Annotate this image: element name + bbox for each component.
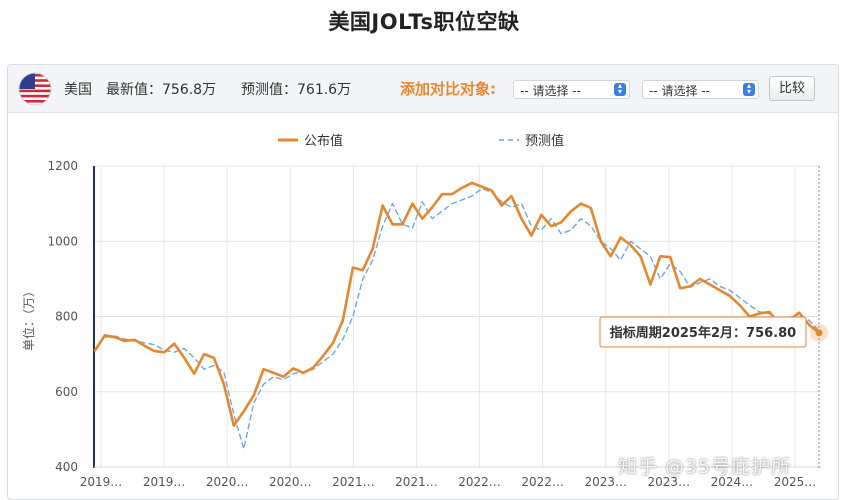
compare-button[interactable]: 比较 — [769, 76, 815, 101]
latest-number: 756.8万 — [162, 82, 217, 98]
y-tick-label: 600 — [55, 385, 78, 399]
hover-point — [810, 323, 828, 342]
tooltip-text: 指标周期2025年2月：756.80 — [610, 325, 796, 341]
y-tick-label: 800 — [55, 310, 78, 324]
page-title: 美国JOLTs职位空缺 — [328, 10, 520, 34]
forecast-number: 761.6万 — [297, 82, 352, 98]
y-ticks: 400 600 800 1000 1200 — [47, 159, 78, 474]
series-line-forecast — [104, 187, 820, 450]
x-tick-label: 2022… — [458, 475, 501, 489]
x-tick-label: 2020… — [206, 475, 249, 489]
x-tick-label: 2025… — [774, 475, 817, 489]
x-tick-label: 2023… — [648, 475, 691, 489]
chevron-updown-icon: ▴ ▾ — [614, 82, 626, 96]
toolbar: 美国 最新值：756.8万 预测值：761.6万 添加对比对象: -- 请选择 … — [8, 65, 838, 113]
legend-label-forecast: 预测值 — [525, 133, 564, 149]
x-tick-label: 2019… — [143, 475, 186, 489]
forecast-value: 预测值：761.6万 — [241, 79, 351, 99]
axes — [93, 166, 822, 468]
us-flag-icon — [18, 72, 52, 106]
compare-select-2[interactable]: -- 请选择 -- ▴ ▾ — [642, 80, 759, 99]
watermark: 知乎 @35号庇护所 — [618, 456, 792, 478]
latest-value: 最新值：756.8万 — [106, 79, 216, 99]
x-tick-label: 2021… — [332, 475, 375, 489]
hover-point-dot — [815, 329, 823, 337]
country-label: 美国 — [64, 82, 92, 98]
x-tick-label: 2021… — [395, 475, 438, 489]
latest-label: 最新值： — [106, 82, 162, 98]
compare-select-1-value: -- 请选择 -- — [520, 84, 581, 98]
x-tick-label: 2022… — [521, 475, 564, 489]
x-ticks: 2019… 2019… 2020… 2020… 2021… 2021… 2022… 2022…… — [80, 475, 817, 489]
tooltip: 指标周期2025年2月：756.80 — [599, 316, 807, 348]
legend-label-actual: 公布值 — [304, 133, 343, 149]
y-tick-label: 1200 — [47, 159, 78, 173]
chevron-updown-icon: ▴ ▾ — [743, 82, 755, 96]
legend: 公布值 预测值 — [278, 133, 564, 149]
x-tick-label: 2020… — [269, 475, 312, 489]
y-tick-label: 400 — [55, 460, 78, 474]
tooltip-box — [599, 316, 807, 348]
compare-select-2-value: -- 请选择 -- — [649, 84, 710, 98]
x-tick-label: 2023… — [584, 475, 627, 489]
compare-label: 添加对比对象: — [400, 80, 496, 98]
y-tick-label: 1000 — [47, 234, 78, 248]
series-line-actual — [93, 181, 821, 427]
series — [93, 181, 821, 450]
compare-select-1[interactable]: -- 请选择 -- ▴ ▾ — [513, 80, 630, 99]
forecast-label: 预测值： — [241, 82, 297, 98]
y-axis-label: 单位：（万） — [21, 285, 36, 351]
x-tick-label: 2024… — [711, 475, 754, 489]
x-tick-label: 2019… — [80, 475, 123, 489]
